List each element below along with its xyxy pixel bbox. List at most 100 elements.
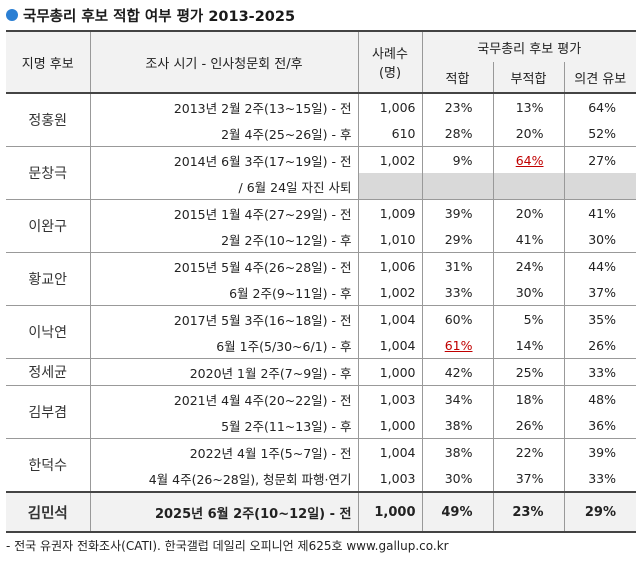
reserved-cell: 33% — [563, 358, 637, 386]
suitable-cell: 34% — [421, 385, 493, 412]
unsuitable-cell: 13% — [492, 92, 564, 120]
table-row: 6월 2주(9~11일) - 후 1,002 33% 30% 37% — [6, 279, 637, 306]
sample-cell: 1,010 — [357, 226, 422, 253]
candidate-name: 한덕수 — [6, 438, 90, 492]
reserved-cell: 41% — [563, 199, 637, 226]
unsuitable-cell: 23% — [492, 491, 564, 533]
suitable-cell: 9% — [421, 146, 493, 173]
table-row: 정세균 2020년 1월 2주(7~9일) - 후 1,000 42% 25% … — [6, 358, 637, 386]
sample-cell: 1,000 — [357, 358, 422, 386]
period-cell: 2020년 1월 2주(7~9일) - 후 — [89, 358, 358, 386]
sample-cell: 1,000 — [357, 491, 422, 533]
sample-cell: 1,009 — [357, 199, 422, 226]
table-row: 김부겸 2021년 4월 4주(20~22일) - 전 1,003 34% 18… — [6, 385, 637, 439]
sample-cell: 610 — [357, 120, 422, 147]
unsuitable-cell: 18% — [492, 385, 564, 412]
header-evaluation-group: 국무총리 후보 평가 — [421, 30, 637, 62]
reserved-cell: 37% — [563, 279, 637, 306]
suitable-cell: 49% — [421, 491, 493, 533]
header-sample: 사례수 (명) — [357, 30, 422, 94]
unsuitable-cell: 24% — [492, 252, 564, 279]
reserved-cell: 48% — [563, 385, 637, 412]
bullet-dot-icon — [6, 9, 18, 21]
reserved-cell: 26% — [563, 332, 637, 359]
table-row: 황교안 2015년 5월 4주(26~28일) - 전 1,006 31% 24… — [6, 252, 637, 306]
unsuitable-cell: 30% — [492, 279, 564, 306]
reserved-cell: 27% — [563, 146, 637, 173]
unsuitable-cell: 20% — [492, 199, 564, 226]
source-note: - 전국 유권자 전화조사(CATI). 한국갤럽 데일리 오피니언 제625호… — [6, 539, 449, 553]
unsuitable-cell: 41% — [492, 226, 564, 253]
period-cell: 2013년 2월 2주(13~15일) - 전 — [89, 92, 358, 120]
table-row: 6월 1주(5/30~6/1) - 후 1,004 61% 14% 26% — [6, 332, 637, 359]
unsuitable-cell: 37% — [492, 465, 564, 492]
reserved-cell: 35% — [563, 305, 637, 332]
candidate-name: 김부겸 — [6, 385, 90, 439]
suitable-cell: 61% — [421, 332, 493, 359]
period-cell: 2025년 6월 2주(10~12일) - 전 — [89, 491, 358, 533]
period-cell: 6월 1주(5/30~6/1) - 후 — [89, 332, 358, 359]
reserved-cell: 29% — [563, 491, 637, 533]
sample-cell: 1,004 — [357, 438, 422, 465]
table-row: / 6월 24일 자진 사퇴 — [6, 173, 637, 200]
period-cell: 2017년 5월 3주(16~18일) - 전 — [89, 305, 358, 332]
reserved-cell: 52% — [563, 120, 637, 147]
header-reserved: 의견 유보 — [563, 62, 637, 94]
candidate-name: 정홍원 — [6, 92, 90, 147]
suitable-cell: 23% — [421, 92, 493, 120]
suitable-cell: 33% — [421, 279, 493, 306]
sample-cell: 1,002 — [357, 279, 422, 306]
unsuitable-cell: 64% — [492, 146, 564, 173]
sample-cell: 1,002 — [357, 146, 422, 173]
title-text: 국무총리 후보 적합 여부 평가 2013-2025 — [23, 8, 296, 25]
header-suitable: 적합 — [421, 62, 493, 94]
reserved-cell: 30% — [563, 226, 637, 253]
suitable-cell: 39% — [421, 199, 493, 226]
unsuitable-cell: 20% — [492, 120, 564, 147]
table-row-final: 김민석 2025년 6월 2주(10~12일) - 전 1,000 49% 23… — [6, 491, 637, 533]
suitable-cell: 42% — [421, 358, 493, 386]
sample-cell: 1,003 — [357, 385, 422, 412]
unsuitable-cell: 22% — [492, 438, 564, 465]
highlighted-value: 61% — [444, 337, 473, 353]
page-title: 국무총리 후보 적합 여부 평가 2013-2025 — [6, 4, 295, 26]
header-candidate: 지명 후보 — [6, 30, 90, 94]
sample-cell: 1,004 — [357, 305, 422, 332]
period-cell: 2015년 5월 4주(26~28일) - 전 — [89, 252, 358, 279]
table-row: 정홍원 2013년 2월 2주(13~15일) - 전 1,006 23% 13… — [6, 92, 637, 147]
period-cell: 2015년 1월 4주(27~29일) - 전 — [89, 199, 358, 226]
reserved-cell: 64% — [563, 92, 637, 120]
period-cell: 6월 2주(9~11일) - 후 — [89, 279, 358, 306]
suitable-cell: 29% — [421, 226, 493, 253]
table-row: 이낙연 2017년 5월 3주(16~18일) - 전 1,004 60% 5%… — [6, 305, 637, 359]
table-row: 문창극 2014년 6월 3주(17~19일) - 전 1,002 9% 64%… — [6, 146, 637, 200]
suitable-cell: 38% — [421, 438, 493, 465]
reserved-cell: 33% — [563, 465, 637, 492]
period-cell: 2월 2주(10~12일) - 후 — [89, 226, 358, 253]
candidate-name: 정세균 — [6, 358, 90, 386]
suitable-cell: 28% — [421, 120, 493, 147]
sample-cell: 1,000 — [357, 412, 422, 439]
unsuitable-cell: 25% — [492, 358, 564, 386]
unsuitable-cell: 26% — [492, 412, 564, 439]
suitable-cell: 31% — [421, 252, 493, 279]
period-cell: 5월 2주(11~13일) - 후 — [89, 412, 358, 439]
candidate-name: 이완구 — [6, 199, 90, 253]
period-cell: 2022년 4월 1주(5~7일) - 전 — [89, 438, 358, 465]
empty-cell — [421, 173, 493, 200]
sample-cell: 1,006 — [357, 92, 422, 120]
candidate-name: 문창극 — [6, 146, 90, 200]
table-row: 5월 2주(11~13일) - 후 1,000 38% 26% 36% — [6, 412, 637, 439]
period-cell: 4월 4주(26~28일), 청문회 파행·연기 — [89, 465, 358, 492]
unsuitable-cell: 5% — [492, 305, 564, 332]
table-row: 2월 4주(25~26일) - 후 610 28% 20% 52% — [6, 120, 637, 147]
sample-cell: 1,006 — [357, 252, 422, 279]
suitable-cell: 30% — [421, 465, 493, 492]
empty-cell — [563, 173, 637, 200]
empty-cell — [357, 173, 422, 200]
header-unsuitable: 부적합 — [492, 62, 564, 94]
candidate-name: 이낙연 — [6, 305, 90, 359]
table-row: 2월 2주(10~12일) - 후 1,010 29% 41% 30% — [6, 226, 637, 253]
unsuitable-cell: 14% — [492, 332, 564, 359]
period-cell: / 6월 24일 자진 사퇴 — [89, 173, 358, 200]
